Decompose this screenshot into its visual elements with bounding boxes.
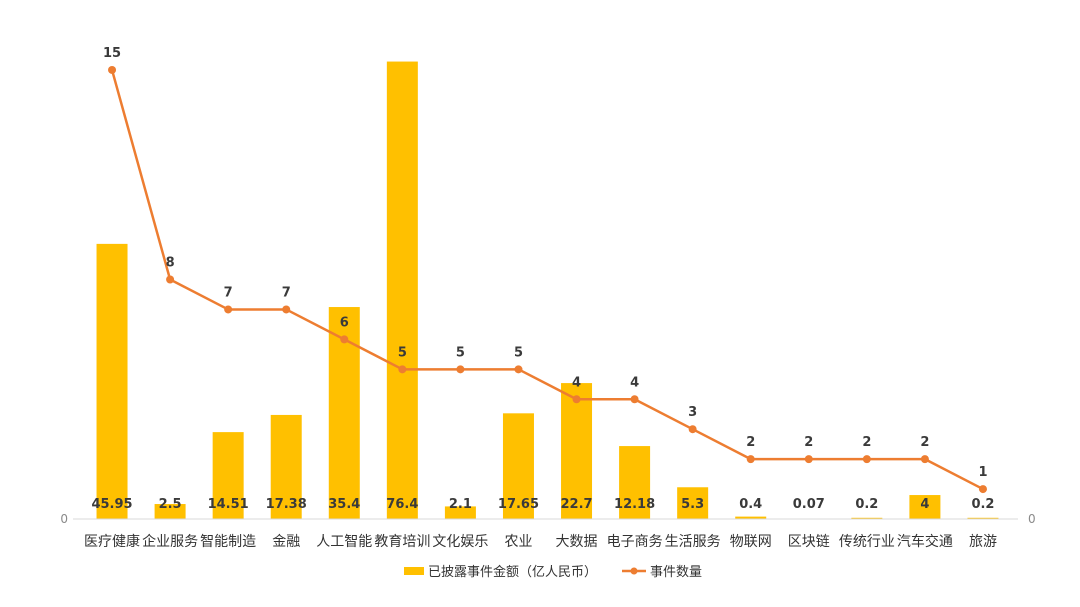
line-point-8 (514, 365, 523, 374)
bar-15 (909, 495, 941, 519)
line-point-9 (572, 395, 581, 404)
line-value-label-4: 7 (282, 285, 291, 300)
bars-layer (96, 61, 999, 520)
bar-value-label-4: 17.38 (266, 497, 307, 512)
bar-14 (851, 517, 883, 519)
legend-line-label: 事件数量 (650, 565, 702, 580)
bar-value-label-1: 45.95 (91, 497, 132, 512)
line-value-labels: 15 8 7 7 6 5 5 5 4 4 3 2 2 2 2 1 (103, 46, 988, 480)
bar-4 (270, 414, 302, 519)
line-point-6 (398, 365, 407, 374)
x-tick-label-6: 教育培训 (374, 534, 430, 550)
x-tick-label-14: 传统行业 (839, 534, 895, 550)
line-layer (108, 65, 987, 494)
bar-value-label-10: 12.18 (614, 497, 655, 512)
bar-value-labels: 45.95 2.5 14.51 17.38 35.4 76.4 2.1 17.65 22.7 12… (91, 497, 994, 512)
line-point-16 (978, 485, 987, 494)
bar-value-label-15: 4 (920, 497, 929, 512)
line-point-10 (630, 395, 639, 404)
bar-11 (677, 487, 709, 519)
line-point-11 (688, 425, 697, 434)
bar-value-label-16: 0.2 (971, 497, 994, 512)
bar-value-label-14: 0.2 (855, 497, 878, 512)
bar-9 (561, 383, 593, 519)
bar-value-label-5: 35.4 (328, 497, 360, 512)
line-value-label-6: 5 (398, 345, 407, 360)
line-point-15 (920, 455, 929, 464)
line-point-3 (224, 305, 233, 314)
right-axis-zero-label: 0 (1028, 512, 1036, 526)
line-value-label-15: 2 (920, 435, 929, 450)
x-tick-label-7: 文化娱乐 (432, 534, 488, 550)
x-tick-label-9: 大数据 (556, 534, 598, 550)
line-value-label-5: 6 (340, 315, 349, 330)
x-tick-label-13: 区块链 (788, 534, 830, 550)
line-point-1 (108, 65, 117, 74)
line-value-label-14: 2 (862, 435, 871, 450)
bar-12 (735, 516, 767, 519)
left-axis-zero-label: 0 (60, 512, 68, 526)
line-point-5 (340, 335, 349, 344)
x-tick-label-12: 物联网 (730, 534, 772, 550)
x-tick-label-11: 生活服务 (665, 534, 721, 550)
line-point-12 (746, 455, 755, 464)
bar-value-label-6: 76.4 (386, 497, 418, 512)
bar-16 (967, 517, 999, 519)
bar-value-label-3: 14.51 (208, 497, 249, 512)
line-series-path (110, 69, 984, 491)
bar-value-label-11: 5.3 (681, 497, 704, 512)
bar-10 (619, 446, 651, 519)
bar-6 (386, 61, 418, 520)
line-point-13 (804, 455, 813, 464)
x-tick-labels: 医疗健康 企业服务 智能制造 金融 人工智能 教育培训 文化娱乐 农业 大数据 电子商务 生活服务物… (84, 533, 997, 550)
bar-value-label-2: 2.5 (159, 497, 182, 512)
line-value-label-3: 7 (224, 285, 233, 300)
x-tick-label-8: 农业 (504, 534, 532, 550)
line-value-label-16: 1 (978, 465, 987, 480)
line-value-label-12: 2 (746, 435, 755, 450)
line-point-2 (166, 275, 175, 284)
line-value-label-11: 3 (688, 405, 697, 420)
bar-value-label-13: 0.07 (793, 497, 825, 512)
x-tick-label-2: 企业服务 (142, 533, 198, 550)
bar-7 (444, 506, 476, 519)
x-tick-label-5: 人工智能 (316, 534, 372, 550)
line-point-4 (282, 305, 291, 314)
bar-3 (212, 432, 244, 519)
line-point-14 (862, 455, 871, 464)
x-tick-label-4: 金融 (272, 534, 300, 550)
line-value-label-13: 2 (804, 435, 813, 450)
x-tick-label-1: 医疗健康 (84, 533, 140, 550)
x-tick-label-10: 电子商务 (607, 534, 663, 550)
legend-bar-label: 已披露事件金额（亿人民币） (428, 564, 597, 580)
bar-value-label-9: 22.7 (560, 497, 592, 512)
bar-value-label-7: 2.1 (449, 497, 472, 512)
line-value-label-2: 8 (166, 256, 175, 271)
line-value-label-8: 5 (514, 345, 523, 360)
x-tick-label-3: 智能制造 (200, 534, 256, 550)
line-value-label-10: 4 (630, 375, 639, 390)
legend: 已披露事件金额（亿人民币） 事件数量 (404, 564, 702, 580)
line-value-label-9: 4 (572, 375, 581, 390)
legend-bar-swatch (404, 567, 424, 575)
bar-8 (502, 413, 534, 519)
line-value-label-7: 5 (456, 345, 465, 360)
x-tick-label-16: 旅游 (969, 534, 997, 550)
bar-value-label-12: 0.4 (739, 497, 762, 512)
bar-1 (96, 243, 128, 519)
line-point-7 (456, 365, 465, 374)
bar-value-label-8: 17.65 (498, 497, 539, 512)
x-tick-label-15: 汽车交通 (897, 533, 953, 550)
bar-2 (154, 504, 186, 519)
line-value-label-1: 15 (103, 46, 121, 61)
legend-line-marker (630, 567, 638, 575)
